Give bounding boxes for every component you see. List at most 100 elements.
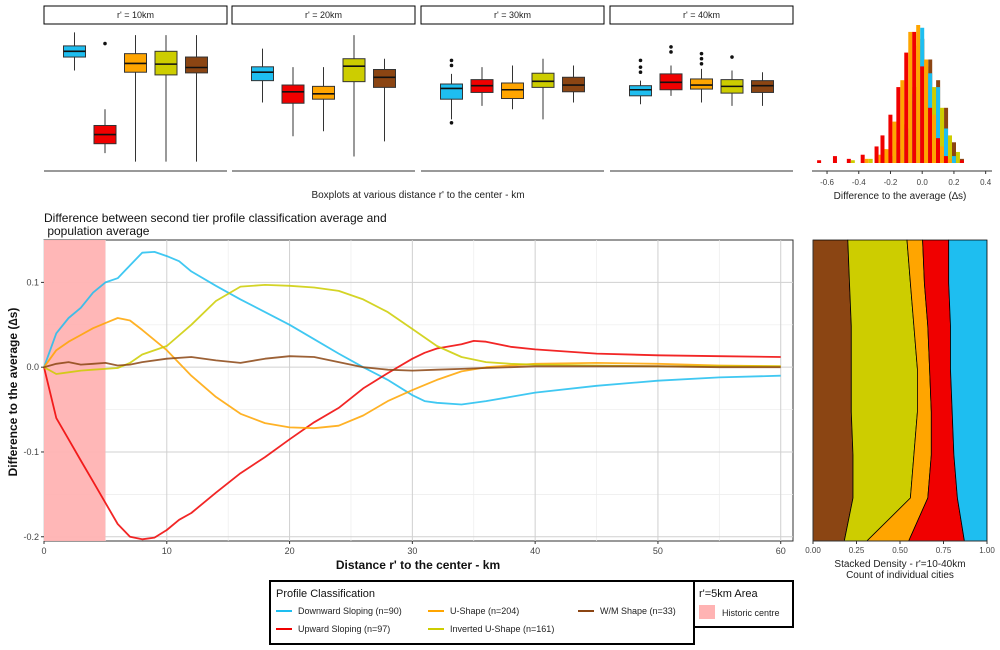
histogram-bar-ushape — [916, 25, 921, 163]
histogram-tick-label: -0.4 — [852, 178, 866, 187]
histogram-bar-upward — [904, 52, 909, 163]
boxplot-strip-label: r' = 10km — [117, 10, 154, 20]
histogram-bar-upward — [943, 156, 948, 163]
x-tick-label: 40 — [530, 546, 540, 556]
histogram-bar-downward — [951, 156, 956, 163]
boxplot-outlier — [699, 61, 704, 66]
series-line-upward — [43, 340, 781, 541]
boxplot-outlier — [669, 50, 673, 54]
boxplot-strip-label: r' = 30km — [494, 10, 531, 20]
histogram-bar-downward — [944, 128, 948, 163]
y-tick-label: -0.1 — [23, 447, 39, 457]
histogram-bar-inverted — [850, 160, 855, 163]
y-tick-label: 0.0 — [26, 362, 39, 372]
boxplot-box-upward — [281, 84, 305, 104]
boxplot-outlier — [449, 58, 454, 63]
boxplot-box-inverted — [531, 72, 555, 88]
histogram-tick-label: -0.6 — [820, 178, 834, 187]
boxplot-box-ushape — [501, 82, 524, 100]
boxplot-box-downward — [440, 83, 463, 100]
legend-title: Profile Classification — [276, 588, 375, 600]
main-ylabel: Difference to the average (∆s) — [6, 308, 20, 477]
boxplot-box-downward — [251, 66, 274, 82]
boxplot-strip — [231, 5, 416, 25]
boxplot-box-wm — [185, 56, 208, 74]
histogram-tick-label: 0.0 — [917, 178, 929, 187]
x-tick-label: 30 — [407, 546, 417, 556]
boxplot-outlier — [449, 63, 454, 68]
boxplot-strip — [420, 5, 605, 25]
legend: Profile Classification Downward Sloping … — [269, 580, 794, 645]
legend-label-ushape: U-Shape (n=204) — [450, 606, 519, 616]
boxplot-strip-label: r' = 20km — [305, 10, 342, 20]
boxplot-outlier — [699, 51, 704, 56]
boxplot-box-ushape — [312, 85, 335, 100]
histogram-bar-upward — [912, 31, 917, 164]
histogram-bar-ushape — [908, 31, 913, 164]
stacked-density-panel: 0.00 0.25 0.50 0.75 1.00 — [805, 239, 995, 555]
boxplot-box-downward — [629, 85, 652, 97]
boxplot-outlier — [699, 56, 704, 61]
area-legend-title: r'=5km Area — [699, 588, 759, 600]
histogram-bar-ushape — [947, 158, 952, 163]
histogram-tick-label: -0.2 — [884, 178, 898, 187]
histogram-bar-wm — [952, 142, 956, 163]
histogram-bar-upward — [959, 160, 964, 163]
histogram-bar-upward — [888, 114, 893, 163]
histogram-bar-ushape — [884, 149, 889, 163]
boxplot-outlier — [730, 55, 734, 59]
x-tick-label: 60 — [776, 546, 786, 556]
x-tick-label: 10 — [162, 546, 172, 556]
histogram-bar-ushape — [924, 59, 929, 163]
histogram-bar-ushape — [900, 80, 905, 163]
legend-label-downward: Downward Sloping (n=90) — [298, 606, 402, 616]
main-chart-title: Difference between second tier profile c… — [44, 211, 387, 238]
boxplot-outlier — [449, 120, 454, 125]
main-line-chart: 0 10 20 30 40 50 60 -0.2 -0.1 0.0 0.1 — [23, 239, 794, 556]
historic-centre-swatch — [699, 605, 715, 619]
boxplot-box-ushape — [690, 78, 713, 90]
boxplot-outlier — [638, 58, 643, 63]
histogram-bar-ushape — [940, 146, 944, 163]
boxplot-caption: Boxplots at various distance r' to the c… — [311, 190, 524, 201]
boxplot-box-wm — [373, 69, 396, 88]
histogram-bar-inverted — [940, 107, 945, 163]
histogram-bar-upward — [928, 107, 933, 163]
x-tick-label: 20 — [285, 546, 295, 556]
histogram-xlabel: Difference to the average (∆s) — [834, 191, 967, 202]
histogram-bar-downward — [936, 87, 941, 163]
y-tick-label: -0.2 — [23, 532, 39, 542]
histogram-bar-ushape — [864, 158, 869, 163]
boxplot-box-wm — [751, 80, 774, 93]
main-title-line: population average — [44, 224, 150, 238]
histogram-bar-upward — [846, 158, 851, 163]
series-line-downward — [43, 251, 781, 406]
density-caption-line2: Count of individual cities — [846, 570, 954, 581]
legend-items: Downward Sloping (n=90) Upward Sloping (n… — [276, 606, 676, 634]
histogram-bar-upward — [920, 66, 925, 163]
histogram-bar-upward — [832, 156, 837, 163]
histogram-tick-label: 0.2 — [948, 178, 960, 187]
density-tick-label: 0.75 — [936, 546, 952, 555]
density-tick-label: 0.50 — [892, 546, 908, 555]
main-title-line: Difference between second tier profile c… — [44, 211, 387, 225]
legend-label-wm: W/M Shape (n=33) — [600, 606, 676, 616]
boxplot-strip — [609, 5, 794, 25]
boxplot-strip-label: r' = 40km — [683, 10, 720, 20]
y-tick-label: 0.1 — [26, 277, 39, 287]
histogram-bar-ushape — [892, 121, 897, 163]
histogram-bar-inverted — [955, 151, 960, 163]
histogram-bar-upward — [860, 154, 865, 163]
histogram-bar-ushape — [932, 114, 937, 163]
main-plot-area — [43, 239, 794, 542]
legend-label-upward: Upward Sloping (n=97) — [298, 624, 390, 634]
histogram-tick-label: 0.4 — [980, 178, 992, 187]
boxplot-outlier — [638, 65, 643, 69]
legend-label-inverted: Inverted U-Shape (n=161) — [450, 624, 554, 634]
density-band-inverted — [843, 239, 918, 542]
histogram-bar-upward — [880, 135, 885, 163]
boxplot-panels: r' = 10km r' = 20km r' = 30km r' = 40km — [43, 5, 794, 172]
x-tick-label: 0 — [41, 546, 46, 556]
historic-centre-area — [44, 240, 106, 541]
